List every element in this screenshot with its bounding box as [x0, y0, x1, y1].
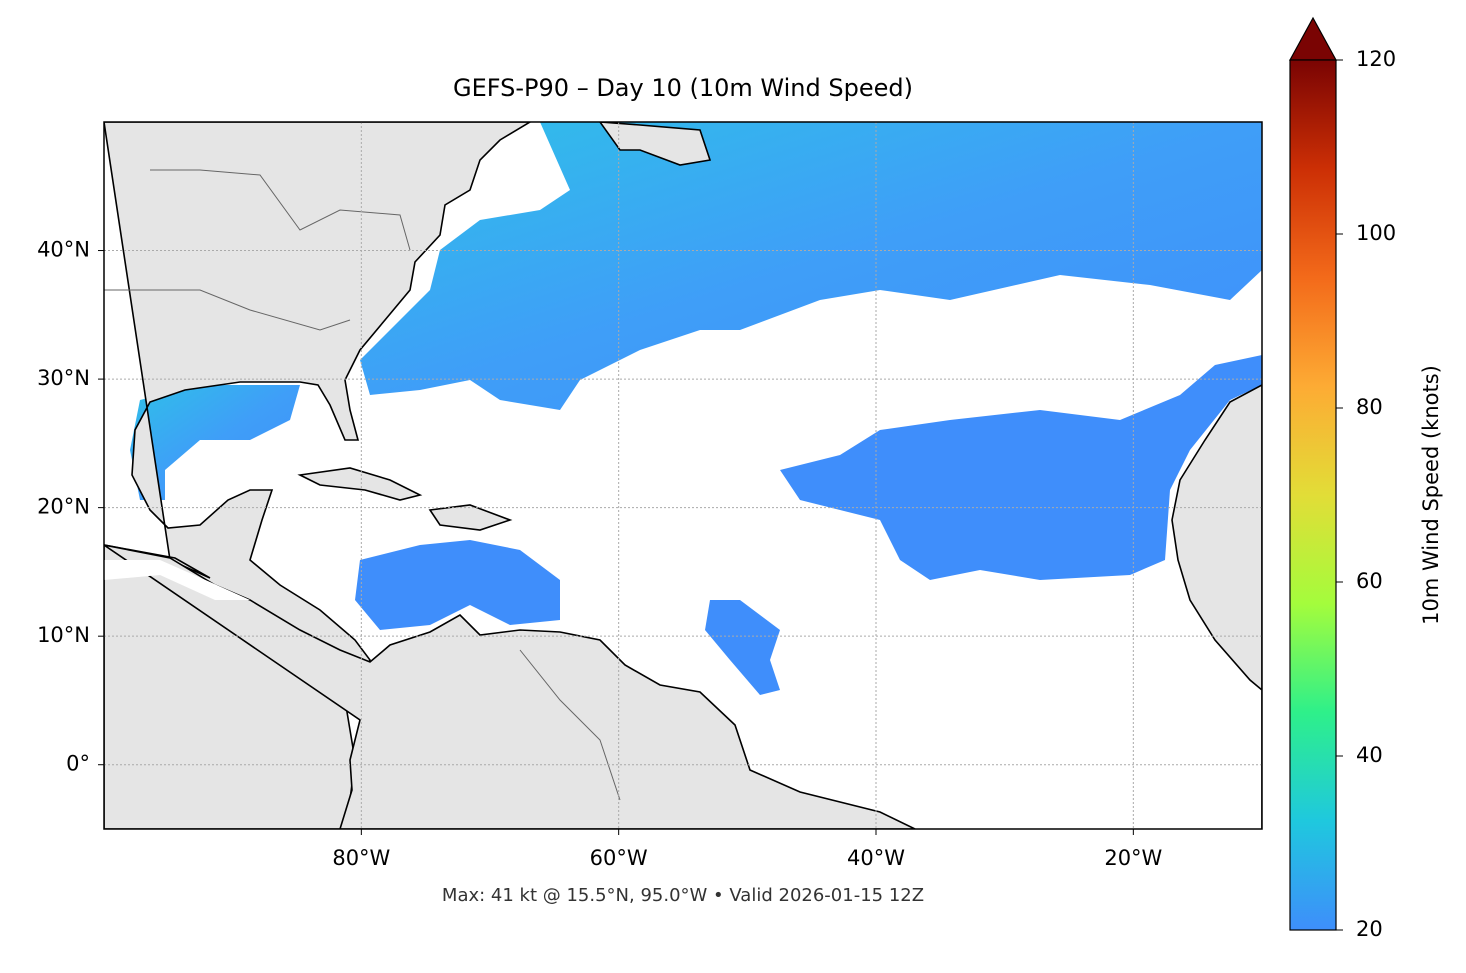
- y-tick-label: 40°N: [37, 238, 90, 262]
- colorbar-tick-label: 40: [1356, 743, 1383, 767]
- wind-south-patch: [705, 600, 780, 695]
- wind-caribbean: [355, 540, 560, 630]
- colorbar-tick-label: 80: [1356, 395, 1383, 419]
- colorbar: [1289, 59, 1337, 931]
- land-hispaniola: [428, 504, 513, 531]
- wind-field: [104, 122, 1262, 695]
- y-tick-label: 0°: [66, 752, 90, 776]
- land-cuba: [297, 467, 423, 501]
- wind-north-band: [360, 122, 1262, 410]
- colorbar-tick-label: 20: [1356, 917, 1383, 941]
- colorbar-label: 10m Wind Speed (knots): [1419, 365, 1443, 625]
- x-tick-label: 60°W: [590, 846, 648, 870]
- footer: Max: 41 kt @ 15.5°N, 95.0°W • Valid 2026…: [442, 885, 924, 906]
- x-tick-label: 40°W: [847, 846, 905, 870]
- x-tick-label: 20°W: [1104, 846, 1162, 870]
- colorbar-tick-label: 60: [1356, 569, 1383, 593]
- colorbar-extend: [1288, 16, 1338, 61]
- x-tick-label: 80°W: [332, 846, 390, 870]
- land-newfoundland: [599, 122, 712, 166]
- land-pacific-coast: [104, 560, 250, 600]
- wind-east-blob: [780, 355, 1262, 580]
- map-area: [104, 122, 1262, 829]
- state-borders: [150, 169, 411, 251]
- map-title: GEFS-P90 – Day 10 (10m Wind Speed): [453, 74, 913, 102]
- colorbar-tick-label: 120: [1356, 47, 1396, 71]
- wind-gulf: [130, 385, 300, 500]
- y-tick-label: 20°N: [37, 495, 90, 519]
- land-africa: [1171, 384, 1262, 829]
- map-frame: [103, 121, 1263, 830]
- y-tick-label: 30°N: [37, 366, 90, 390]
- state-borders: [104, 289, 351, 331]
- y-tick-label: 10°N: [37, 623, 90, 647]
- country-borders: [519, 649, 621, 801]
- colorbar-tick-label: 100: [1356, 221, 1396, 245]
- graticule: [104, 122, 1262, 829]
